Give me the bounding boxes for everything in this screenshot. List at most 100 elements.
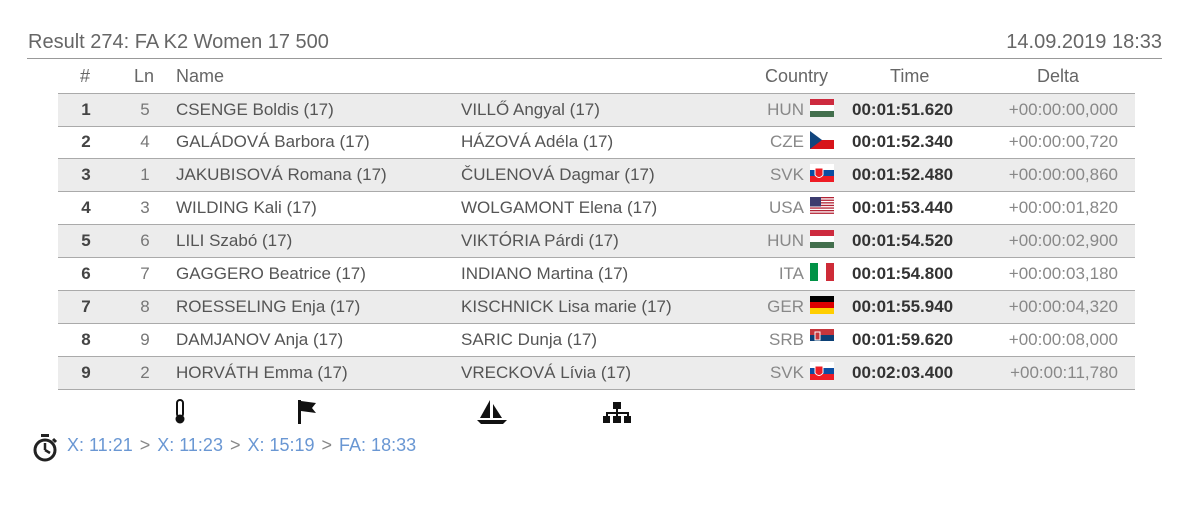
info-icons [175, 399, 631, 424]
time: 00:01:54.800 [852, 264, 954, 283]
lane: 8 [140, 297, 150, 316]
athlete-2: SARIC Dunja (17) [461, 330, 598, 349]
country: SVK [769, 165, 804, 184]
result-date: 14.09.2019 18:33 [1006, 31, 1162, 53]
country: ITA [778, 264, 804, 283]
athlete-1: LILI Szabó (17) [176, 231, 293, 250]
result-row: 8 9 DAMJANOV Anja (17) SARIC Dunja (17) SRB 0… [58, 324, 1135, 357]
rank: 3 [81, 165, 91, 184]
result-row: 5 6 LILI Szabó (17) VIKTÓRIA Párdi (17) HUN 0… [58, 225, 1135, 258]
hierarchy-icon [603, 402, 631, 423]
result-row: 7 8 ROESSELING Enja (17) KISCHNICK Lisa mar… [58, 291, 1135, 324]
separator: > [229, 435, 241, 455]
flag-icon [298, 400, 301, 424]
athlete-1: GAGGERO Beatrice (17) [176, 264, 366, 283]
rank: 2 [81, 132, 91, 151]
rank: 4 [81, 198, 91, 217]
time: 00:01:59.620 [852, 330, 954, 349]
delta: +00:00:11,780 [1010, 363, 1118, 382]
delta: +00:00:00,000 [1008, 100, 1118, 119]
column-header: # [80, 66, 91, 86]
country: GER [767, 297, 804, 316]
lane: 5 [140, 100, 150, 119]
athlete-2: VRECKOVÁ Lívia (17) [461, 363, 632, 382]
delta: +00:00:02,900 [1008, 231, 1118, 250]
country: HUN [767, 100, 804, 119]
athlete-2: VIKTÓRIA Párdi (17) [461, 231, 619, 250]
boat-icon [480, 400, 490, 418]
time: 00:01:54.520 [852, 231, 954, 250]
delta: +00:00:04,320 [1008, 297, 1118, 316]
country: CZE [770, 132, 804, 151]
column-header: Name [176, 66, 225, 86]
lane: 3 [140, 198, 150, 217]
country: USA [769, 198, 804, 217]
country-flag [810, 99, 834, 117]
column-header: Delta [1037, 66, 1080, 86]
lane: 1 [140, 165, 150, 184]
delta: +00:00:08,000 [1008, 330, 1118, 349]
athlete-1: JAKUBISOVÁ Romana (17) [176, 165, 387, 184]
country-flag [810, 263, 834, 281]
delta: +00:00:03,180 [1008, 264, 1118, 283]
athlete-2: KISCHNICK Lisa marie (17) [461, 297, 672, 316]
result-row: 4 3 WILDING Kali (17) WOLGAMONT Elena (17) U… [58, 192, 1135, 225]
progression: X: 11:21 > X: 11:23 > X: 15:19 > FA: 18:33 [67, 435, 416, 456]
lane: 9 [140, 330, 150, 349]
lane: 7 [140, 264, 150, 283]
country-flag [810, 164, 834, 182]
rank: 6 [81, 264, 91, 283]
time: 00:01:52.480 [852, 165, 954, 184]
country-flag [810, 362, 834, 380]
rank: 8 [81, 330, 91, 349]
country-flag [810, 296, 834, 314]
country: HUN [767, 231, 804, 250]
rank: 7 [81, 297, 91, 316]
country-flag [810, 230, 834, 248]
athlete-2: INDIANO Martina (17) [461, 264, 629, 283]
athlete-1: ROESSELING Enja (17) [176, 297, 361, 316]
country-flag [810, 131, 834, 149]
athlete-1: CSENGE Boldis (17) [176, 100, 334, 119]
athlete-2: WOLGAMONT Elena (17) [461, 198, 658, 217]
result-row: 6 7 GAGGERO Beatrice (17) INDIANO Martina (… [58, 258, 1135, 291]
lane: 6 [140, 231, 150, 250]
column-header: Ln [134, 66, 155, 86]
time: 00:01:51.620 [852, 100, 954, 119]
result-row: 2 4 GALÁDOVÁ Barbora (17) HÁZOVÁ Adéla (17)… [58, 126, 1135, 159]
athlete-2: HÁZOVÁ Adéla (17) [461, 132, 614, 151]
rank: 9 [81, 363, 91, 382]
column-header: Time [890, 66, 930, 86]
rank: 1 [81, 100, 91, 119]
country: SVK [769, 363, 804, 382]
thermometer-icon [176, 399, 184, 418]
country-flag [810, 197, 834, 215]
stage-time: X: 15:19 [247, 435, 315, 455]
athlete-1: DAMJANOV Anja (17) [176, 330, 344, 349]
athlete-2: ČULENOVÁ Dagmar (17) [461, 165, 655, 184]
time: 00:01:52.340 [852, 132, 954, 151]
stage-time: FA: 18:33 [339, 435, 417, 455]
athlete-2: VILLŐ Angyal (17) [461, 100, 600, 119]
result-title: Result 274: FA K2 Women 17 500 [28, 31, 329, 53]
title-rule [27, 58, 1162, 59]
athlete-1: WILDING Kali (17) [176, 198, 317, 217]
country: SRB [769, 330, 804, 349]
stopwatch-icon [33, 434, 58, 462]
result-row: 3 1 JAKUBISOVÁ Romana (17) ČULENOVÁ Dagmar … [58, 159, 1135, 192]
separator: > [321, 435, 333, 455]
athlete-1: HORVÁTH Emma (17) [176, 363, 348, 382]
delta: +00:00:00,860 [1008, 165, 1118, 184]
stage-time: X: 11:23 [157, 435, 223, 455]
time: 00:02:03.400 [852, 363, 954, 382]
country-flag [810, 329, 834, 347]
delta: +00:00:00,720 [1008, 132, 1118, 151]
time: 00:01:55.940 [852, 297, 954, 316]
lane: 4 [140, 132, 150, 151]
result-row: 1 5 CSENGE Boldis (17) VILLŐ Angyal (17) HUN… [58, 93, 1135, 127]
time: 00:01:53.440 [852, 198, 954, 217]
stage-time: X: 11:21 [67, 435, 133, 455]
lane: 2 [140, 363, 150, 382]
delta: +00:00:01,820 [1008, 198, 1118, 217]
